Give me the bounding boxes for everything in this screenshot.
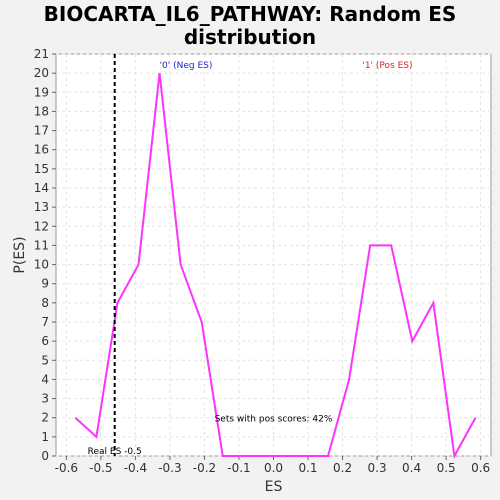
y-tick-label: 7 bbox=[41, 315, 49, 329]
x-axis-label: ES bbox=[265, 479, 283, 495]
x-tick-label: 0.3 bbox=[368, 461, 387, 475]
x-tick-label: -0.2 bbox=[193, 461, 216, 475]
y-tick-label: 9 bbox=[41, 277, 49, 291]
y-tick-label: 5 bbox=[41, 353, 49, 367]
pos-es-label: '1' (Pos ES) bbox=[362, 61, 412, 71]
x-tick-label: 0.5 bbox=[437, 461, 456, 475]
y-tick-label: 21 bbox=[34, 47, 49, 61]
x-tick-label: 0.1 bbox=[298, 461, 317, 475]
y-tick-label: 1 bbox=[41, 430, 49, 444]
x-tick-label: 0.0 bbox=[264, 461, 283, 475]
x-tick-label: 0.6 bbox=[471, 461, 490, 475]
y-tick-label: 18 bbox=[34, 104, 49, 118]
y-tick-label: 11 bbox=[34, 238, 49, 252]
neg-es-label: '0' (Neg ES) bbox=[160, 61, 213, 71]
y-tick-label: 6 bbox=[41, 334, 49, 348]
x-tick-label: 0.4 bbox=[402, 461, 421, 475]
x-tick-label: 0.2 bbox=[333, 461, 352, 475]
x-tick-label: -0.4 bbox=[124, 461, 147, 475]
y-tick-label: 19 bbox=[34, 85, 49, 99]
y-tick-label: 8 bbox=[41, 296, 49, 310]
y-tick-label: 4 bbox=[41, 372, 49, 386]
y-tick-label: 13 bbox=[34, 200, 49, 214]
series-layer bbox=[74, 73, 477, 460]
y-tick-label: 10 bbox=[34, 258, 49, 272]
grid-lines bbox=[56, 53, 491, 457]
chart-title-line-1: BIOCARTA_IL6_PATHWAY: Random ES bbox=[43, 2, 457, 26]
series-line bbox=[74, 73, 477, 460]
real-es-label: Real ES -0.5 bbox=[88, 447, 142, 457]
chart-title-line-2: distribution bbox=[183, 25, 317, 49]
y-tick-label: 12 bbox=[34, 219, 49, 233]
sets-pos-scores-label: Sets with pos scores: 42% bbox=[215, 415, 333, 425]
y-tick-label: 2 bbox=[41, 411, 49, 425]
y-tick-label: 20 bbox=[34, 66, 49, 80]
x-axis-ticks: -0.6 -0.5 -0.4 -0.3 -0.2 -0.1 0.0 0.1 0.2 0.3 0.4 0… bbox=[55, 456, 490, 475]
y-tick-label: 0 bbox=[41, 449, 49, 463]
x-tick-label: -0.6 bbox=[55, 461, 78, 475]
y-tick-label: 15 bbox=[34, 162, 49, 176]
y-tick-label: 16 bbox=[34, 143, 49, 157]
x-tick-label: -0.5 bbox=[89, 461, 112, 475]
x-tick-label: -0.3 bbox=[158, 461, 181, 475]
y-tick-label: 3 bbox=[41, 392, 49, 406]
y-tick-label: 14 bbox=[34, 181, 49, 195]
y-tick-label: 17 bbox=[34, 124, 49, 138]
y-axis-label: P(ES) bbox=[12, 236, 28, 273]
x-tick-label: -0.1 bbox=[227, 461, 250, 475]
chart-title: BIOCARTA_IL6_PATHWAY: Random ES distribu… bbox=[0, 3, 500, 49]
